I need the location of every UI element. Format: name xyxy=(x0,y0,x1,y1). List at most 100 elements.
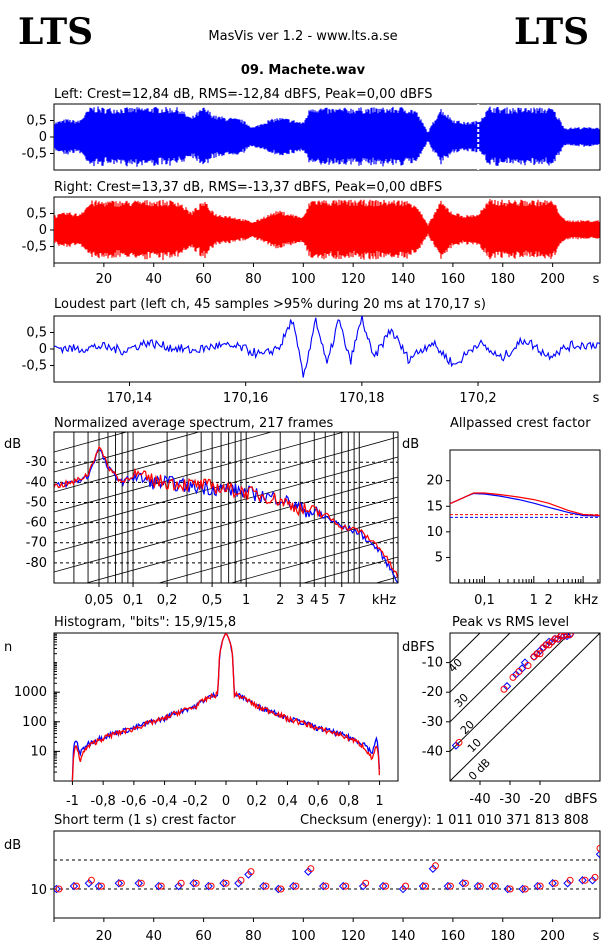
loudest-part-xtick-label: 170,2 xyxy=(459,391,496,406)
histogram-ytick-label: 10 xyxy=(30,744,47,759)
peak-vs-rms-point-right xyxy=(533,650,541,658)
short-term-crest-x-unit: s xyxy=(593,929,600,944)
peak-vs-rms-point-right xyxy=(542,641,550,649)
short-term-crest-point-right xyxy=(97,882,105,890)
short-term-crest-checksum: Checksum (energy): 1 011 010 371 813 808 xyxy=(300,813,589,828)
short-term-crest-point-left xyxy=(563,878,572,888)
loudest-part-xtick-label: 170,16 xyxy=(223,391,269,406)
normalized-spectrum-series-left xyxy=(54,449,398,583)
peak-vs-rms-crest-line xyxy=(450,633,511,693)
normalized-spectrum-xtick-label: 3 xyxy=(296,593,304,608)
peak-vs-rms-ytick-label: -30 xyxy=(422,715,443,730)
short-term-crest-point-right xyxy=(566,876,574,884)
loudest-part-ytick-label: 0 xyxy=(39,342,47,357)
loudest-part-clip-group xyxy=(54,316,600,378)
peak-vs-rms-point-left xyxy=(502,682,512,691)
short-term-crest-point-left xyxy=(174,881,183,891)
short-term-crest-xtick-label: 40 xyxy=(145,929,162,944)
loudest-part-xtick-label: 170,18 xyxy=(339,391,385,406)
histogram-frame xyxy=(53,632,399,782)
short-term-crest-point-left xyxy=(274,884,283,894)
peak-vs-rms-crest-label: 30 xyxy=(452,691,471,710)
normalized-spectrum-frame xyxy=(53,431,399,584)
right-waveform-xtick-label: 200 xyxy=(540,272,565,287)
short-term-crest-clip-group xyxy=(54,844,600,894)
peak-vs-rms-title: Peak vs RMS level xyxy=(452,615,569,630)
short-term-crest-point-left xyxy=(219,878,228,888)
right-waveform-xtick-label: 140 xyxy=(391,272,416,287)
short-term-crest-ytick-label: 10 xyxy=(30,883,47,898)
peak-vs-rms-point-right xyxy=(524,662,532,670)
normalized-spectrum-series-right xyxy=(54,445,398,578)
short-term-crest-point-right xyxy=(247,868,255,876)
allpassed-crest-ylabel: dB xyxy=(402,437,419,452)
normalized-spectrum-ytick-label: -80 xyxy=(26,556,47,571)
short-term-crest-xtick-label: 120 xyxy=(341,929,366,944)
right-waveform-xtick-label: 160 xyxy=(440,272,465,287)
short-term-crest-point-right xyxy=(207,882,215,890)
short-term-crest-point-right xyxy=(222,879,230,887)
peak-vs-rms-frame xyxy=(449,632,601,782)
short-term-crest-xtick-label: 200 xyxy=(540,929,565,944)
short-term-crest-point-left xyxy=(473,881,483,891)
allpassed-crest-title: Allpassed crest factor xyxy=(450,416,591,431)
short-term-crest-point-left xyxy=(289,881,298,891)
logo-right: LTS xyxy=(514,11,589,53)
peak-vs-rms-point-right xyxy=(566,633,574,638)
histogram-ytick-label: 1000 xyxy=(14,685,47,700)
peak-vs-rms-crest-label: 40 xyxy=(446,656,465,675)
histogram-xtick-label: 1 xyxy=(375,794,383,809)
histogram-xtick-label: 0,6 xyxy=(308,794,329,809)
normalized-spectrum-xtick-label: 0,2 xyxy=(157,593,178,608)
short-term-crest-point-left xyxy=(378,881,388,891)
short-term-crest-point-right xyxy=(421,882,429,890)
loudest-part-ytick-label: -0,5 xyxy=(22,359,47,374)
short-term-crest-xtick-label: 80 xyxy=(245,929,262,944)
app-title: MasVis ver 1.2 - www.lts.a.se xyxy=(208,29,397,44)
peak-vs-rms-point-left xyxy=(451,741,461,750)
histogram-series-left xyxy=(71,633,381,780)
normalized-spectrum-xtick-label: 0,1 xyxy=(123,593,144,608)
short-term-crest-ylabel: dB xyxy=(4,838,21,853)
histogram-xtick-label: -0,8 xyxy=(90,794,115,809)
short-term-crest-point-right xyxy=(237,876,245,884)
peak-vs-rms-point-left xyxy=(529,652,539,661)
allpassed-crest-frame xyxy=(449,449,601,584)
right-waveform-signal xyxy=(54,199,600,261)
histogram-series-right xyxy=(71,633,381,781)
short-term-crest-point-right xyxy=(506,885,514,893)
normalized-spectrum-slope-guide xyxy=(54,432,128,453)
histogram-xtick-label: -1 xyxy=(66,794,79,809)
short-term-crest-point-left xyxy=(548,878,557,888)
loudest-part-x-unit: s xyxy=(593,391,600,406)
left-waveform-ytick-label: -0,5 xyxy=(22,147,47,162)
short-term-crest-point-left xyxy=(84,878,94,888)
short-term-crest-point-right xyxy=(55,885,63,893)
allpassed-crest-series-right xyxy=(449,492,601,517)
short-term-crest-xtick-label: 60 xyxy=(195,929,212,944)
loudest-part-title: Loudest part (left ch, 45 samples >95% d… xyxy=(54,297,486,312)
short-term-crest-point-right xyxy=(277,885,285,893)
peak-vs-rms-crest-label: 0 dB xyxy=(466,756,493,783)
short-term-crest-frame xyxy=(53,830,601,919)
short-term-crest-point-right xyxy=(157,882,165,890)
short-term-crest-point-left xyxy=(338,881,348,891)
peak-vs-rms-point-right xyxy=(563,633,571,638)
peak-vs-rms-point-left xyxy=(547,637,557,647)
right-waveform-xtick-label: 120 xyxy=(341,272,366,287)
normalized-spectrum-xtick-label: 4 xyxy=(310,593,318,608)
normalized-spectrum-xtick-label: 7 xyxy=(338,593,346,608)
peak-vs-rms-point-left xyxy=(511,670,521,679)
right-waveform-clip-group xyxy=(54,199,600,261)
right-waveform-xtick-label: 180 xyxy=(490,272,515,287)
normalized-spectrum-ylabel: dB xyxy=(4,437,21,452)
right-waveform-x-unit: s xyxy=(593,272,600,287)
short-term-crest-point-left xyxy=(503,884,512,894)
loudest-part-ytick-label: 0,5 xyxy=(26,326,47,341)
short-term-crest-point-right xyxy=(262,882,270,890)
normalized-spectrum-ytick-label: -40 xyxy=(26,475,47,490)
peak-vs-rms-point-left xyxy=(517,664,527,673)
peak-vs-rms-point-left xyxy=(532,649,542,658)
normalized-spectrum-xtick-label: 0,5 xyxy=(202,593,223,608)
